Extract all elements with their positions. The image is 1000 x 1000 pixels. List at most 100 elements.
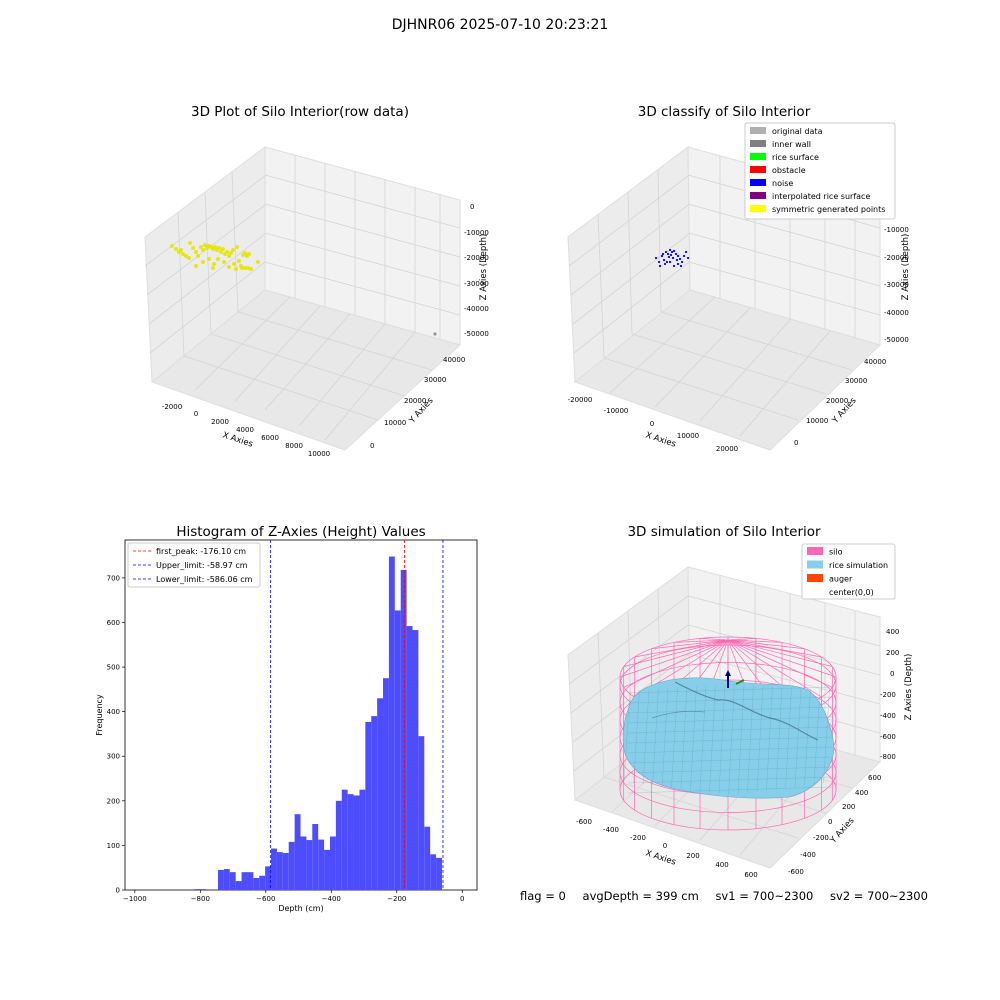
p4-ztick: -200 [880, 691, 896, 699]
silo-roof-rib [623, 639, 729, 667]
noise-point [661, 252, 665, 256]
sv1-text: sv1 = 700~2300 [715, 889, 814, 903]
panel4-legend-label: rice simulation [829, 561, 888, 570]
rice-surface-valley [651, 710, 706, 719]
histogram-bar [436, 857, 442, 890]
noise-point [657, 260, 661, 264]
noise-point [664, 250, 668, 254]
silo-roof-rib [727, 639, 833, 688]
raw-point [222, 260, 226, 264]
p2-xtick: 0 [650, 420, 654, 428]
p2-ytick: 20000 [826, 397, 848, 405]
noise-point [670, 250, 674, 254]
raw-point [221, 247, 225, 251]
p4-ytick: 400 [855, 789, 868, 797]
rice-mesh-line [627, 706, 833, 714]
panel4-xlabel: X Axies [644, 848, 677, 867]
silo-roof-rib [727, 639, 805, 650]
rice-mesh-line [627, 776, 833, 784]
histogram-bar [300, 836, 307, 890]
rice-mesh-line [627, 696, 833, 704]
noise-point [682, 254, 686, 258]
raw-point [211, 266, 215, 270]
rice-mesh-line [627, 716, 833, 724]
p1-xtick: 10000 [308, 450, 330, 458]
rice-mesh-line [737, 684, 745, 794]
raw-point [216, 257, 220, 261]
histogram-legend-label: Lower_limit: -586.06 cm [156, 575, 253, 584]
p2-ytick: 10000 [806, 417, 828, 425]
raw-point [249, 267, 253, 271]
p4-ztick: 200 [886, 649, 899, 657]
rice-mesh-line [747, 685, 754, 793]
rice-mesh-line [627, 746, 833, 754]
panel2-xlabel: X Axies [644, 430, 677, 449]
histogram-bar [288, 841, 295, 890]
sv2-text: sv2 = 700~2300 [830, 889, 928, 903]
histogram-bar [241, 872, 248, 890]
histogram-bar [200, 889, 207, 890]
histogram-x-tick-label: 0 [460, 895, 464, 903]
histogram-bars [194, 556, 442, 890]
panel1-z-ticks: 0 -10000 -20000 -30000 -40000 -50000 [464, 203, 489, 338]
p1-xtick: -2000 [162, 403, 182, 411]
rice-mesh-line [627, 726, 833, 734]
raw-point [237, 259, 241, 263]
p4-ztick: -600 [880, 733, 896, 741]
p1-xtick: 2000 [211, 418, 229, 426]
histogram-bar [347, 794, 354, 890]
histogram-bar [247, 872, 254, 890]
raw-point [213, 245, 217, 249]
rice-surface-body [622, 677, 835, 799]
histogram-bar [276, 852, 283, 890]
raw-point [187, 256, 191, 260]
histogram-bar [412, 630, 419, 890]
panel-classify-3d: 3D classify of Silo Interior -20000 -100… [567, 104, 911, 453]
panel-raw-3d: 3D Plot of Silo Interior(row data) -2000… [144, 104, 489, 458]
histogram-bar [359, 789, 366, 890]
panel1-grid [144, 155, 461, 441]
histogram-y-ticks: 0 100 200 300 400 500 600 700 [107, 574, 125, 895]
noise-point [671, 256, 675, 260]
noise-point [684, 250, 688, 254]
panel1-title: 3D Plot of Silo Interior(row data) [191, 104, 409, 120]
p1-ztick: -10000 [464, 229, 489, 237]
histogram-bar [430, 854, 437, 890]
p1-xtick: 6000 [261, 434, 279, 442]
histogram-bar [400, 569, 407, 890]
noise-point [666, 252, 670, 256]
histogram-x-tick-label: −800 [191, 895, 210, 903]
silo-roof-rib [727, 639, 833, 667]
histogram-bar [294, 814, 301, 890]
noise-point [660, 254, 664, 258]
p4-xtick: -600 [576, 818, 592, 826]
rice-mesh-line [633, 689, 640, 784]
histogram-bar [229, 872, 236, 890]
histogram-bar [235, 881, 242, 890]
histogram-bar [271, 848, 277, 890]
histogram-bar [424, 826, 431, 890]
raw-point [194, 264, 198, 268]
histogram-bar [259, 875, 266, 890]
p4-ytick: 0 [828, 818, 832, 826]
noise-point [668, 248, 672, 252]
histogram-bar [365, 721, 372, 890]
rice-mesh-line [627, 686, 833, 694]
histogram-bar [282, 852, 289, 890]
panel2-x-ticks: -20000 -10000 0 10000 20000 [568, 396, 739, 453]
noise-point [686, 256, 690, 260]
p2-xtick: -10000 [604, 407, 629, 415]
raw-point [227, 265, 231, 269]
panel4-legend: silo rice simulation auger center(0,0) [801, 543, 896, 600]
p2-ytick: 30000 [845, 377, 867, 385]
raw-point [217, 246, 221, 250]
raw-point [174, 247, 178, 251]
histogram-bar [312, 824, 319, 890]
rice-mesh-line [623, 690, 631, 782]
p4-ytick: -400 [800, 851, 816, 859]
silo-roof-rib [651, 639, 729, 650]
raw-point [240, 266, 244, 270]
raw-point [212, 262, 216, 266]
p1-ytick: 40000 [443, 356, 465, 364]
